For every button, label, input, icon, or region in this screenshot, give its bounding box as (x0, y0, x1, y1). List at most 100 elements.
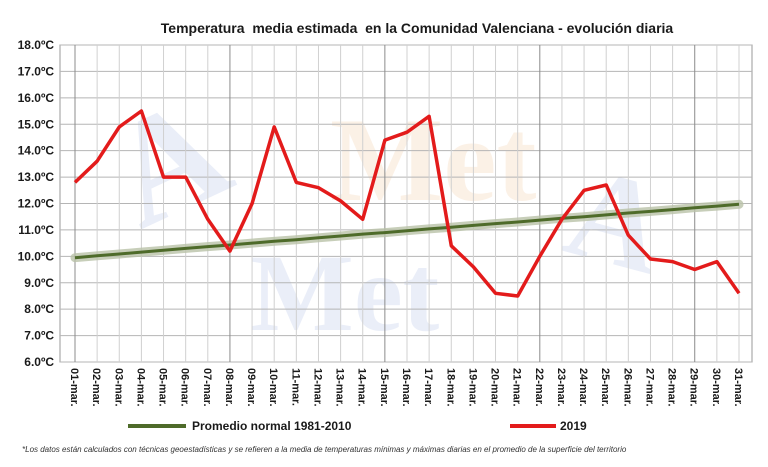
series-line-promedio (74, 202, 740, 260)
x-tick-label: 11-mar. (289, 368, 301, 406)
legend: Promedio normal 1981-2010 2019 (128, 419, 587, 433)
data-point-promedio (738, 203, 740, 205)
x-tick-label: 05-mar. (157, 368, 169, 407)
x-tick-label: 20-mar. (489, 368, 501, 407)
data-point-promedio (295, 238, 297, 240)
chart-title: Temperatura media estimada en la Comunid… (161, 20, 674, 36)
x-tick-label: 06-mar. (179, 368, 191, 407)
x-tick-label: 18-mar. (444, 368, 456, 407)
data-point-2019 (583, 189, 585, 191)
data-point-2019 (273, 126, 275, 128)
data-point-promedio (207, 245, 209, 247)
data-point-2019 (162, 176, 164, 178)
data-point-2019 (74, 181, 76, 183)
data-point-promedio (472, 224, 474, 226)
x-tick-label: 08-mar. (223, 368, 235, 407)
data-point-promedio (428, 228, 430, 230)
data-point-promedio (716, 205, 718, 207)
data-point-promedio (539, 219, 541, 221)
data-point-2019 (317, 186, 319, 188)
data-point-promedio (694, 207, 696, 209)
data-point-2019 (140, 110, 142, 112)
y-tick-label: 18.0ºC (18, 38, 55, 52)
y-tick-label: 10.0ºC (18, 249, 55, 263)
data-point-promedio (362, 233, 364, 235)
y-tick-label: 13.0ºC (18, 170, 55, 184)
data-point-promedio (406, 230, 408, 232)
data-point-2019 (251, 202, 253, 204)
series-line-2019 (73, 109, 741, 298)
data-point-promedio (96, 255, 98, 257)
x-tick-label: 19-mar. (466, 368, 478, 407)
data-point-2019 (339, 200, 341, 202)
data-point-promedio (583, 216, 585, 218)
legend-label-promedio: Promedio normal 1981-2010 (192, 419, 352, 433)
x-tick-label: 04-mar. (134, 368, 146, 407)
data-point-2019 (516, 295, 518, 297)
y-tick-label: 17.0ºC (18, 64, 55, 78)
data-point-promedio (317, 237, 319, 239)
data-point-2019 (605, 184, 607, 186)
data-point-2019 (207, 218, 209, 220)
data-point-promedio (627, 212, 629, 214)
y-tick-label: 6.0ºC (24, 355, 54, 369)
y-tick-label: 14.0ºC (18, 144, 55, 158)
y-tick-label: 9.0ºC (24, 276, 54, 290)
y-tick-label: 16.0ºC (18, 91, 55, 105)
y-tick-label: 11.0ºC (18, 223, 54, 237)
series (70, 109, 744, 298)
x-tick-label: 09-mar. (245, 368, 257, 407)
x-tick-label: 21-mar. (511, 368, 523, 407)
footnote: *Los datos están calculados con técnicas… (22, 445, 627, 454)
x-tick-label: 13-mar. (334, 368, 346, 407)
x-tick-label: 14-mar. (356, 368, 368, 407)
data-point-promedio (516, 221, 518, 223)
y-axis: 6.0ºC 7.0ºC 8.0ºC 9.0ºC 10.0ºC 11.0ºC 12.0ºC 13… (18, 38, 55, 369)
data-point-promedio (184, 247, 186, 249)
y-tick-label: 8.0ºC (24, 302, 54, 316)
data-point-promedio (140, 251, 142, 253)
data-point-2019 (362, 218, 364, 220)
data-point-2019 (694, 268, 696, 270)
x-axis: 01-mar. 02-mar. 03-mar. 04-mar. 05-mar. 06-ma… (68, 368, 744, 407)
data-point-promedio (162, 249, 164, 251)
data-point-2019 (295, 181, 297, 183)
x-tick-label: 02-mar. (90, 368, 102, 407)
data-point-2019 (738, 292, 740, 294)
svg-text:Met: Met (250, 232, 440, 354)
data-point-2019 (384, 139, 386, 141)
x-tick-label: 07-mar. (201, 368, 213, 407)
data-point-2019 (184, 176, 186, 178)
data-point-promedio (118, 253, 120, 255)
data-point-promedio (339, 235, 341, 237)
data-point-2019 (494, 292, 496, 294)
x-tick-label: 01-mar. (68, 368, 80, 407)
x-tick-label: 31-mar. (732, 368, 744, 407)
data-point-promedio (384, 231, 386, 233)
x-tick-label: 17-mar. (422, 368, 434, 407)
x-tick-label: 03-mar. (112, 368, 124, 407)
data-point-2019 (472, 266, 474, 268)
x-tick-label: 26-mar. (621, 368, 633, 407)
x-tick-label: 10-mar. (267, 368, 279, 407)
data-point-2019 (450, 245, 452, 247)
data-point-promedio (450, 226, 452, 228)
x-tick-label: 28-mar. (666, 368, 678, 407)
data-point-2019 (118, 126, 120, 128)
x-tick-label: 27-mar. (643, 368, 655, 407)
svg-text:Met: Met (330, 93, 537, 226)
svg-text:A: A (84, 64, 252, 260)
data-point-promedio (671, 208, 673, 210)
x-tick-label: 16-mar. (400, 368, 412, 407)
data-point-2019 (96, 160, 98, 162)
data-point-2019 (716, 260, 718, 262)
data-point-2019 (649, 258, 651, 260)
data-point-2019 (229, 250, 231, 252)
x-tick-label: 24-mar. (577, 368, 589, 407)
y-tick-label: 12.0ºC (18, 197, 55, 211)
grid (59, 44, 753, 363)
data-point-promedio (74, 256, 76, 258)
data-point-2019 (428, 115, 430, 117)
